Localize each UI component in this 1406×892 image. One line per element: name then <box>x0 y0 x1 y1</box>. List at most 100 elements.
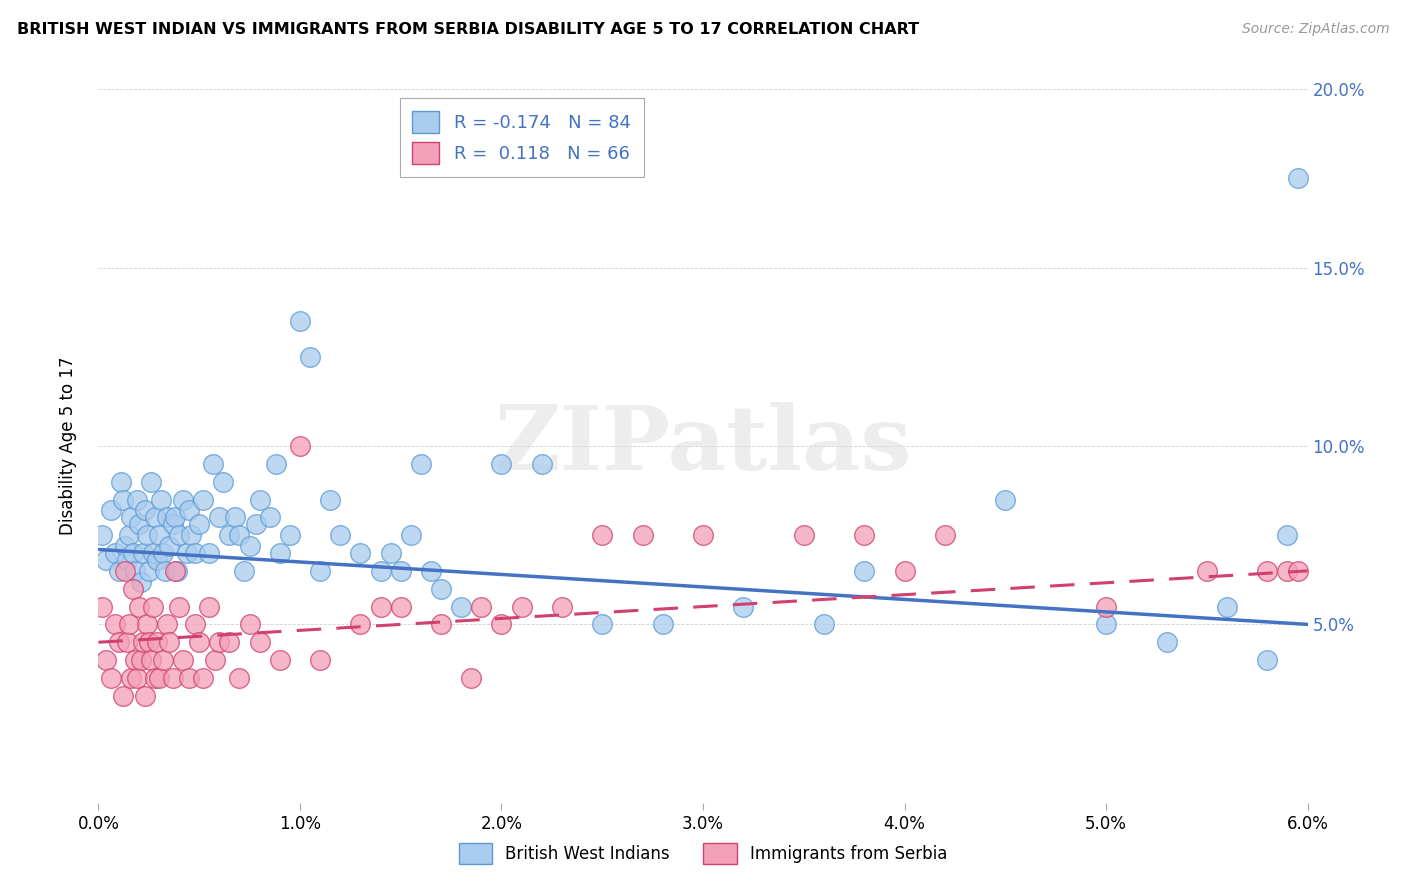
Point <box>994 492 1017 507</box>
Y-axis label: Disability Age 5 to 17: Disability Age 5 to 17 <box>59 357 77 535</box>
Point <box>132 546 155 560</box>
Point <box>1156 635 1178 649</box>
Point <box>212 475 235 489</box>
Point <box>162 671 184 685</box>
Point <box>692 528 714 542</box>
Point <box>370 564 392 578</box>
Point <box>264 457 287 471</box>
Point <box>107 635 129 649</box>
Point <box>129 653 152 667</box>
Point <box>1277 564 1299 578</box>
Point <box>309 653 332 667</box>
Point <box>128 517 150 532</box>
Point <box>349 617 371 632</box>
Point <box>1095 599 1118 614</box>
Point <box>176 546 198 560</box>
Point <box>103 546 125 560</box>
Point <box>188 517 211 532</box>
Point <box>135 528 157 542</box>
Point <box>399 528 422 542</box>
Point <box>309 564 332 578</box>
Point <box>530 457 553 471</box>
Point <box>934 528 956 542</box>
Point <box>163 510 186 524</box>
Point <box>100 503 122 517</box>
Point <box>853 564 876 578</box>
Point <box>380 546 402 560</box>
Point <box>138 564 160 578</box>
Point <box>232 564 254 578</box>
Point <box>146 635 169 649</box>
Point <box>152 653 174 667</box>
Point <box>124 564 146 578</box>
Point <box>149 492 172 507</box>
Point <box>651 617 673 632</box>
Point <box>470 599 492 614</box>
Point <box>329 528 352 542</box>
Point <box>135 617 157 632</box>
Point <box>139 475 162 489</box>
Point <box>450 599 472 614</box>
Point <box>157 635 180 649</box>
Point <box>1195 564 1218 578</box>
Point <box>218 528 240 542</box>
Point <box>591 528 613 542</box>
Point <box>96 653 118 667</box>
Point <box>115 635 138 649</box>
Point <box>115 553 138 567</box>
Point <box>204 653 226 667</box>
Point <box>162 517 184 532</box>
Point <box>142 599 165 614</box>
Point <box>1256 564 1278 578</box>
Point <box>1286 564 1309 578</box>
Point <box>91 599 114 614</box>
Point <box>1095 617 1118 632</box>
Point <box>179 671 201 685</box>
Point <box>430 617 453 632</box>
Point <box>198 599 221 614</box>
Point <box>245 517 267 532</box>
Point <box>114 564 136 578</box>
Point <box>793 528 815 542</box>
Legend: British West Indians, Immigrants from Serbia: British West Indians, Immigrants from Se… <box>451 837 955 871</box>
Point <box>153 564 176 578</box>
Point <box>125 671 148 685</box>
Point <box>288 314 311 328</box>
Point <box>156 510 179 524</box>
Point <box>288 439 311 453</box>
Point <box>134 689 156 703</box>
Point <box>218 635 240 649</box>
Point <box>172 653 194 667</box>
Point <box>208 635 231 649</box>
Point <box>370 599 392 614</box>
Point <box>259 510 281 524</box>
Point <box>184 617 207 632</box>
Point <box>1277 528 1299 542</box>
Point <box>167 528 190 542</box>
Point <box>128 599 150 614</box>
Point <box>239 617 262 632</box>
Point <box>1286 171 1309 186</box>
Point <box>103 617 125 632</box>
Point <box>163 564 186 578</box>
Point <box>389 599 412 614</box>
Point <box>202 457 225 471</box>
Point <box>184 546 207 560</box>
Text: BRITISH WEST INDIAN VS IMMIGRANTS FROM SERBIA DISABILITY AGE 5 TO 17 CORRELATION: BRITISH WEST INDIAN VS IMMIGRANTS FROM S… <box>17 22 920 37</box>
Point <box>249 635 271 649</box>
Point <box>148 528 170 542</box>
Point <box>1216 599 1239 614</box>
Point <box>120 671 142 685</box>
Point <box>91 528 114 542</box>
Point <box>166 564 188 578</box>
Point <box>179 503 201 517</box>
Point <box>893 564 915 578</box>
Point <box>152 546 174 560</box>
Point <box>249 492 271 507</box>
Legend: R = -0.174   N = 84, R =  0.118   N = 66: R = -0.174 N = 84, R = 0.118 N = 66 <box>399 98 644 177</box>
Point <box>224 510 246 524</box>
Point <box>853 528 876 542</box>
Point <box>129 574 152 589</box>
Point <box>278 528 301 542</box>
Point <box>460 671 482 685</box>
